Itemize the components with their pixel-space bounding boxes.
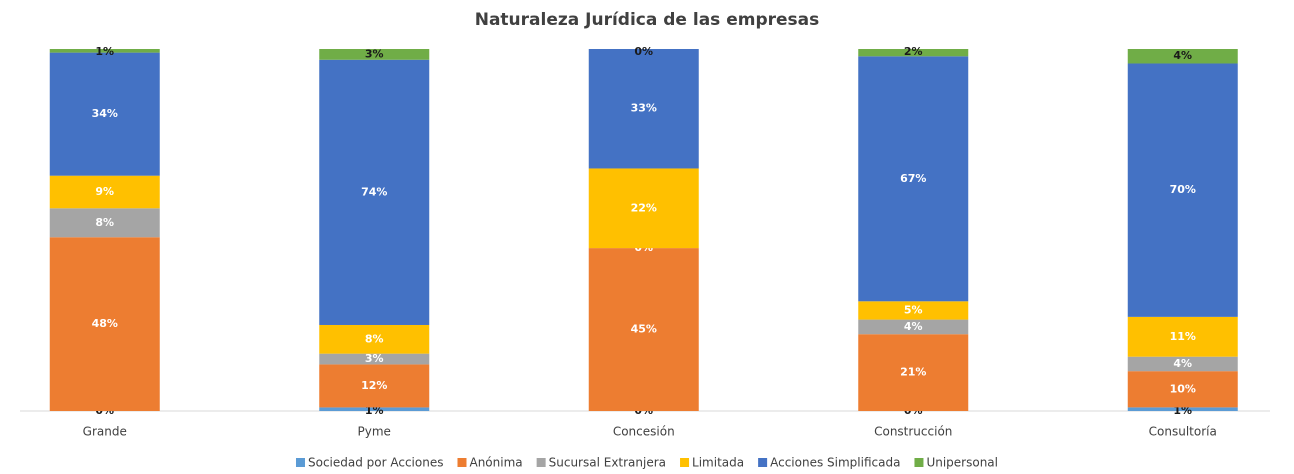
data-label: 3% (365, 352, 384, 365)
data-label: 12% (361, 379, 387, 392)
data-label: 4% (1173, 49, 1192, 62)
bar-segment (858, 334, 969, 411)
x-tick-label: Concesión (613, 425, 675, 439)
legend-label: Unipersonal (926, 456, 998, 470)
data-label: 67% (900, 172, 926, 185)
legend-swatch (295, 458, 305, 467)
legend-swatch (914, 458, 924, 467)
bar-segment (588, 168, 699, 249)
legend-label: Sociedad por Acciones (308, 456, 444, 470)
legend-label: Acciones Simplificada (770, 456, 900, 470)
chart-title: Naturaleza Jurídica de las empresas (475, 10, 820, 30)
bar-segment (319, 353, 430, 365)
data-label: 9% (95, 185, 114, 198)
data-label: 4% (1173, 357, 1192, 370)
bar-segment (49, 52, 160, 176)
bar-segment (588, 248, 699, 411)
bar-segment (858, 56, 969, 302)
bar-segment (858, 301, 969, 320)
bar-segment (49, 49, 160, 53)
data-label: 45% (631, 323, 657, 336)
bar-segment (319, 364, 430, 408)
legend-label: Anónima (469, 456, 522, 470)
data-label: 8% (95, 216, 114, 229)
bar-segment (1127, 49, 1238, 64)
data-label: 1% (95, 45, 114, 58)
legend-swatch (457, 458, 467, 467)
legend-swatch (536, 458, 546, 467)
legend-label: Sucursal Extranjera (549, 456, 666, 470)
bar-segment (319, 324, 430, 354)
bar-segment (319, 407, 430, 411)
data-label: 34% (92, 107, 118, 120)
x-tick-label: Consultoría (1149, 425, 1217, 439)
bar-segment (49, 237, 160, 411)
bar-segment (1127, 371, 1238, 408)
legend-label: Limitada (692, 456, 744, 470)
data-label: 33% (631, 102, 657, 115)
data-label: 5% (904, 303, 923, 316)
data-label: 22% (631, 201, 657, 214)
bar-segment (1127, 316, 1238, 357)
bar-segment (588, 49, 699, 169)
data-label: 11% (1170, 330, 1196, 343)
data-label: 70% (1170, 183, 1196, 196)
x-tick-label: Pyme (358, 425, 391, 439)
x-tick-label: Construcción (874, 425, 952, 439)
data-label: 48% (92, 317, 118, 330)
data-label: 2% (904, 45, 923, 58)
bar-segment (1127, 356, 1238, 372)
data-label: 0% (634, 45, 653, 58)
legend-swatch (758, 458, 768, 467)
data-label: 8% (365, 332, 384, 345)
bar-segment (1127, 407, 1238, 411)
data-label: 74% (361, 185, 387, 198)
bar-segment (858, 49, 969, 57)
data-label: 10% (1170, 382, 1196, 395)
bar-segment (1127, 63, 1238, 317)
bar-segment (319, 49, 430, 60)
legend-swatch (680, 458, 690, 467)
data-label: 3% (365, 47, 384, 60)
data-label: 21% (900, 366, 926, 379)
bar-segment (858, 319, 969, 335)
data-label: 4% (904, 320, 923, 333)
bar-segment (49, 208, 160, 238)
x-tick-label: Grande (83, 425, 127, 439)
bar-segment (49, 175, 160, 209)
bar-segment (319, 59, 430, 325)
